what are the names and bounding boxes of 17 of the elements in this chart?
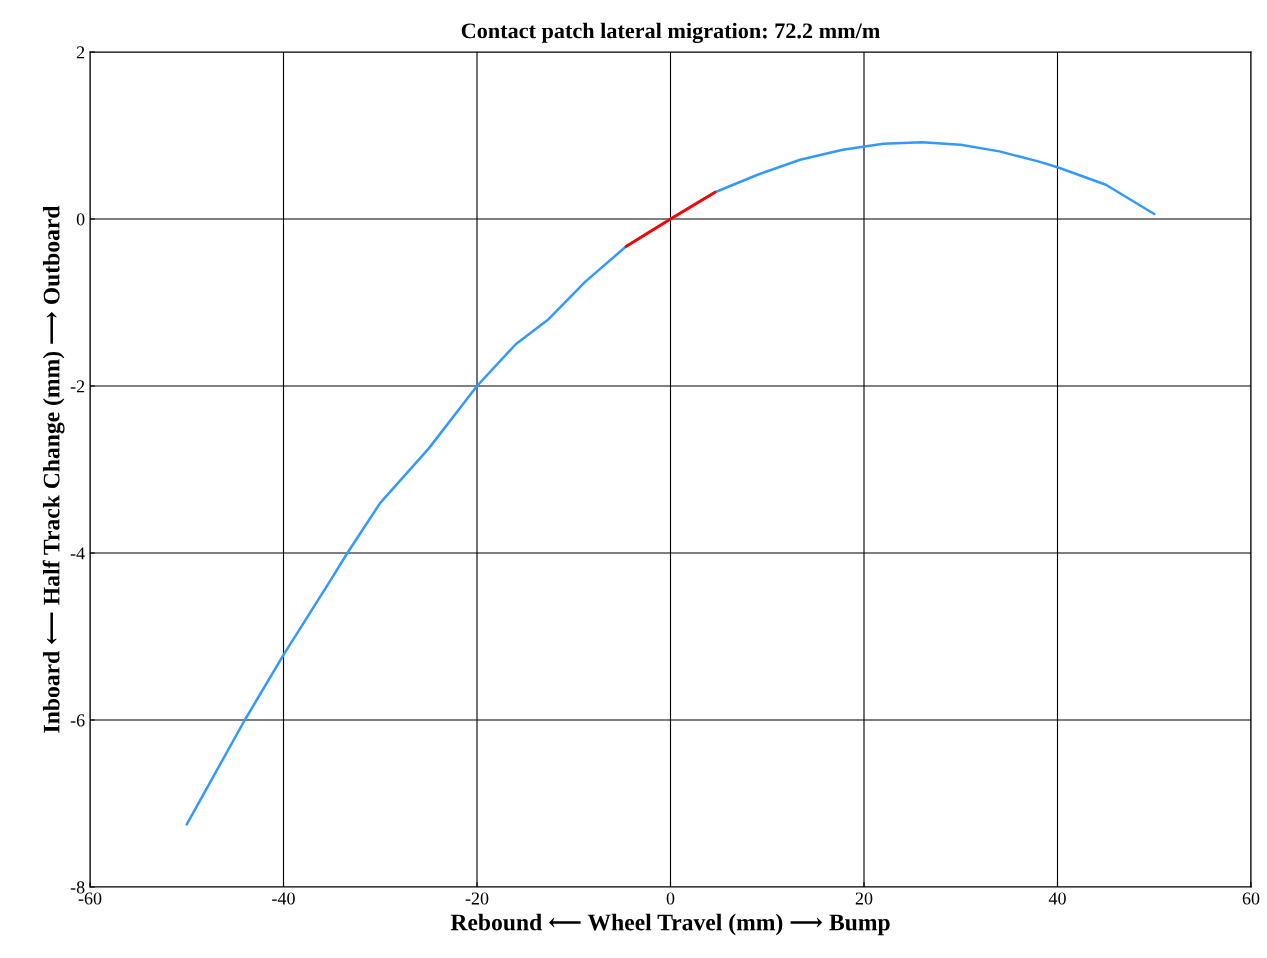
y-tick-label: 2 <box>76 46 85 59</box>
chart-title: Contact patch lateral migration: 72.2 mm/m <box>461 22 880 44</box>
x-tick-label: 0 <box>666 892 675 905</box>
y-tick-label: -2 <box>70 380 85 393</box>
line-series <box>185 140 1156 826</box>
y-tick-label: -4 <box>70 547 85 560</box>
x-tick-label: -40 <box>272 892 295 905</box>
x-tick-label: -20 <box>465 892 489 905</box>
y-tick-label: -8 <box>70 881 85 894</box>
y-axis-title: Inboard ⟵ Half Track Change (mm) ⟶ Outboard <box>42 205 65 733</box>
x-tick-label: 40 <box>1048 892 1066 905</box>
y-tick-label: -6 <box>70 714 85 727</box>
y-tick-label: 0 <box>76 213 85 226</box>
x-tick-label: 60 <box>1242 892 1260 905</box>
x-tick-label: -60 <box>78 892 102 905</box>
x-tick-label: 20 <box>855 892 873 905</box>
x-axis-title: Rebound ⟵ Wheel Travel (mm) ⟶ Bump <box>450 913 890 936</box>
